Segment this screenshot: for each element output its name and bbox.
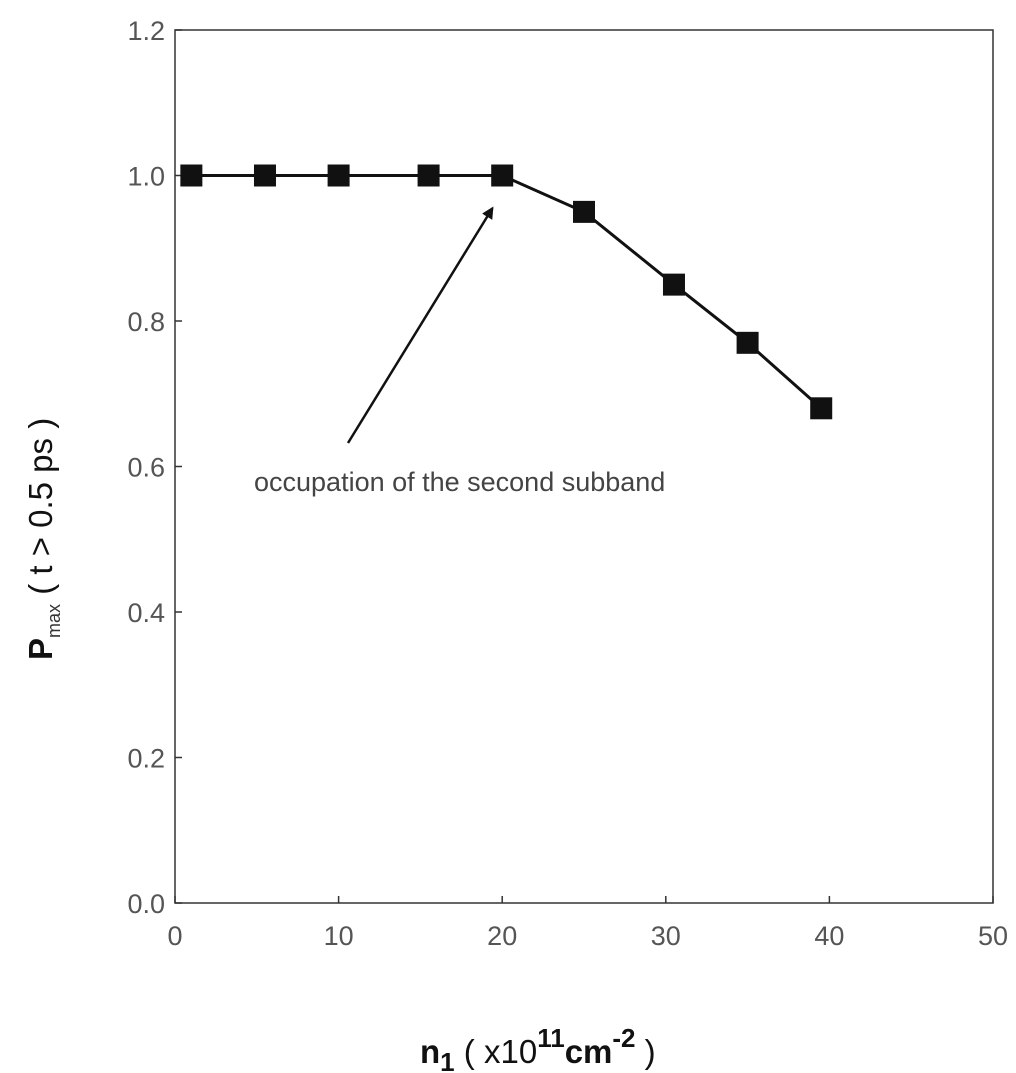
- x-tick-label: 30: [651, 921, 681, 951]
- data-point-marker: [180, 164, 203, 187]
- x-tick-label: 50: [978, 921, 1008, 951]
- annotation-arrow: [346, 206, 494, 444]
- y-tick-label: 0.0: [127, 889, 165, 919]
- y-tick-label: 1.0: [127, 162, 165, 192]
- data-point-marker: [327, 164, 350, 187]
- y-tick-label: 0.6: [127, 453, 165, 483]
- data-point-marker: [662, 273, 685, 296]
- y-tick-label: 0.2: [127, 744, 165, 774]
- y-tick-label: 0.8: [127, 307, 165, 337]
- x-axis-ticks: 0 10 20 30 40 50: [167, 896, 1008, 951]
- x-tick-label: 0: [167, 921, 182, 951]
- y-tick-label: 0.4: [127, 598, 165, 628]
- series-line: [191, 174, 823, 410]
- y-axis-ticks: 0.0 0.2 0.4 0.6 0.8 1.0 1.2: [127, 16, 182, 919]
- data-point-marker: [736, 331, 759, 354]
- x-tick-label: 40: [814, 921, 844, 951]
- data-point-marker: [417, 164, 440, 187]
- series-layer: [180, 164, 833, 420]
- data-point-marker: [253, 164, 276, 187]
- annotation-text: occupation of the second subband: [254, 467, 665, 497]
- x-tick-label: 10: [324, 921, 354, 951]
- data-point-marker: [573, 200, 595, 223]
- y-tick-label: 1.2: [127, 16, 165, 46]
- x-axis-title: n1 ( x1011cm-2 ): [420, 1023, 656, 1073]
- y-axis-title: Pmax ( t > 0.5 ps ): [22, 418, 64, 660]
- data-point-marker: [491, 164, 514, 187]
- x-tick-label: 20: [487, 921, 517, 951]
- data-point-marker: [810, 397, 833, 420]
